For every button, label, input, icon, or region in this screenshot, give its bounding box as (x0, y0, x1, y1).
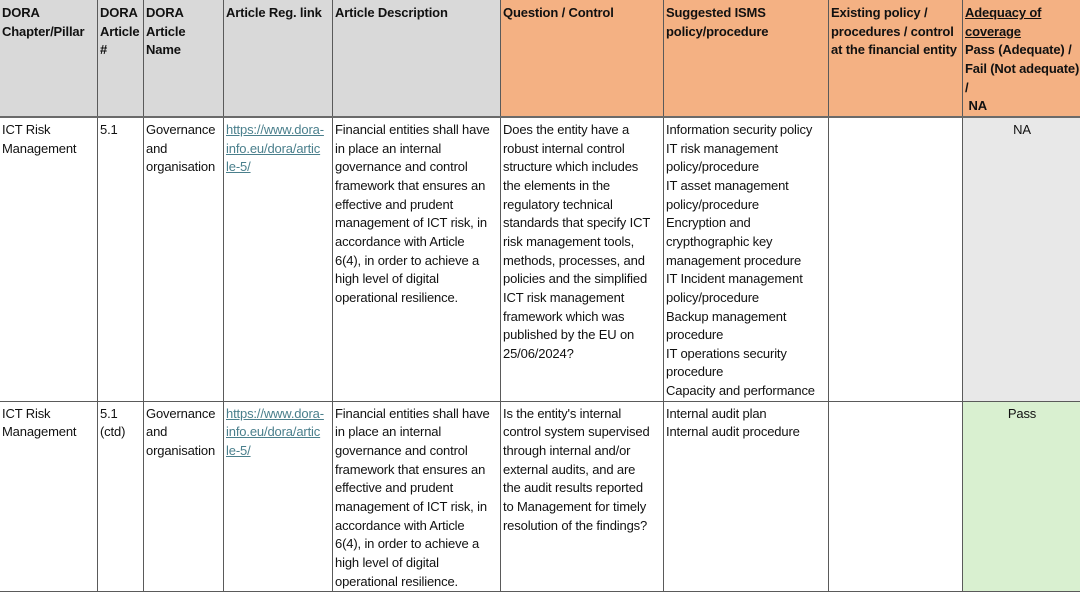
header-article-name[interactable]: DORA Article Name (144, 0, 224, 117)
header-row: DORA Chapter/Pillar DORA Article # DORA … (0, 0, 1080, 117)
header-question[interactable]: Question / Control (501, 0, 664, 117)
header-existing[interactable]: Existing policy / procedures / control a… (829, 0, 963, 117)
cell-adequacy[interactable]: Pass (963, 401, 1080, 592)
cell-chapter[interactable]: ICT Risk Management (0, 401, 98, 592)
header-article-number[interactable]: DORA Article # (98, 0, 144, 117)
cell-adequacy[interactable]: NA (963, 117, 1080, 401)
adequacy-title: Adequacy of coverage (965, 5, 1041, 39)
cell-reg-link[interactable]: https://www.dora- info.eu/dora/artic le-… (224, 117, 333, 401)
cell-article-number[interactable]: 5.1 (98, 117, 144, 401)
table-row: ICT Risk Management 5.1 Governance and o… (0, 117, 1080, 401)
table-row: ICT Risk Management 5.1 (ctd) Governance… (0, 401, 1080, 592)
cell-description[interactable]: Financial entities shall have in place a… (333, 117, 501, 401)
cell-suggested[interactable]: Information security policy IT risk mana… (664, 117, 829, 401)
cell-reg-link[interactable]: https://www.dora- info.eu/dora/artic le-… (224, 401, 333, 592)
header-description[interactable]: Article Description (333, 0, 501, 117)
cell-chapter[interactable]: ICT Risk Management (0, 117, 98, 401)
header-suggested[interactable]: Suggested ISMS policy/procedure (664, 0, 829, 117)
cell-existing[interactable] (829, 117, 963, 401)
header-reg-link[interactable]: Article Reg. link (224, 0, 333, 117)
cell-article-name[interactable]: Governance and organisation (144, 401, 224, 592)
cell-article-number[interactable]: 5.1 (ctd) (98, 401, 144, 592)
cell-existing[interactable] (829, 401, 963, 592)
adequacy-options: Pass (Adequate) / Fail (Not adequate) / … (965, 42, 1079, 113)
cell-article-name[interactable]: Governance and organisation (144, 117, 224, 401)
article-link[interactable]: https://www.dora- info.eu/dora/artic le-… (226, 122, 324, 174)
cell-question[interactable]: Is the entity's internal control system … (501, 401, 664, 592)
cell-question[interactable]: Does the entity have a robust internal c… (501, 117, 664, 401)
header-chapter[interactable]: DORA Chapter/Pillar (0, 0, 98, 117)
cell-description[interactable]: Financial entities shall have in place a… (333, 401, 501, 592)
cell-suggested[interactable]: Internal audit plan Internal audit proce… (664, 401, 829, 592)
article-link[interactable]: https://www.dora- info.eu/dora/artic le-… (226, 406, 324, 458)
header-adequacy[interactable]: Adequacy of coverage Pass (Adequate) / F… (963, 0, 1080, 117)
